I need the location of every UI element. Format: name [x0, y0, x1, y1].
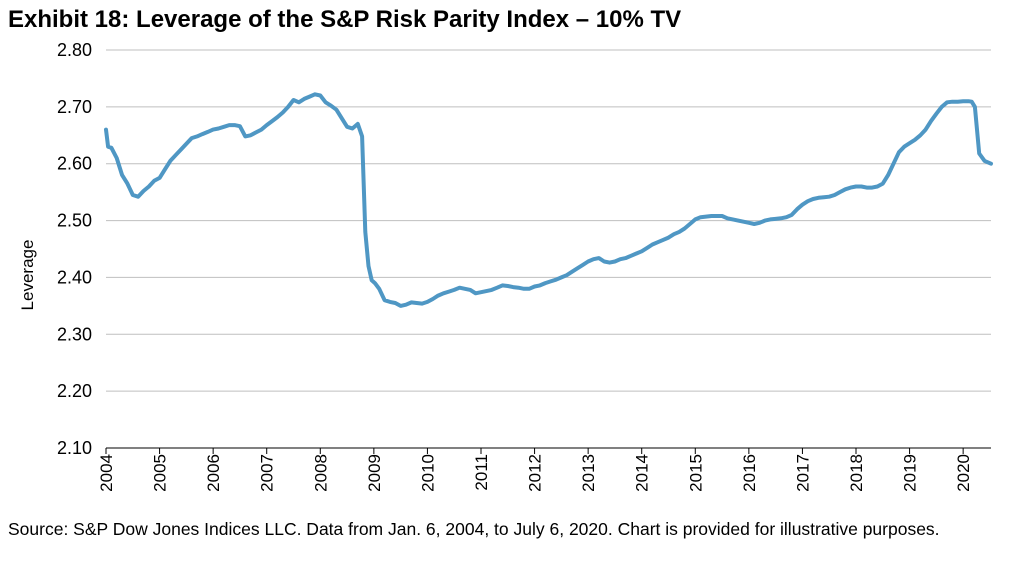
x-tick-label: 2013	[579, 454, 598, 492]
x-tick-label: 2015	[686, 454, 705, 492]
y-tick-label: 2.20	[57, 381, 92, 401]
y-tick-label: 2.70	[57, 97, 92, 117]
x-tick-label: 2016	[740, 454, 759, 492]
x-tick-label: 2008	[311, 454, 330, 492]
y-tick-label: 2.80	[57, 40, 92, 60]
x-tick-label: 2009	[365, 454, 384, 492]
x-tick-label: 2011	[472, 454, 491, 491]
x-tick-label: 2012	[526, 454, 545, 492]
chart-title: Exhibit 18: Leverage of the S&P Risk Par…	[8, 6, 682, 33]
x-tick-label: 2004	[97, 454, 116, 492]
x-axis	[105, 447, 991, 454]
x-tick-label: 2005	[151, 454, 170, 492]
x-tick-label: 2006	[204, 454, 223, 492]
y-tick-label: 2.30	[57, 324, 92, 344]
x-tick-label: 2010	[418, 454, 437, 492]
y-tick-label: 2.10	[57, 438, 92, 458]
leverage-series-line	[104, 92, 993, 308]
x-tick-label: 2014	[633, 454, 652, 492]
x-tick-label: 2020	[954, 454, 973, 492]
y-tick-label: 2.40	[57, 267, 92, 287]
x-tick-label: 2017	[793, 454, 812, 492]
x-tick-labels: 2004 2005 2006 2007 2008 2009 2010 2011 2012 2013…	[97, 454, 973, 492]
y-tick-label: 2.60	[57, 154, 92, 174]
y-tick-label: 2.50	[57, 211, 92, 231]
x-tick-label: 2019	[901, 454, 920, 492]
y-tick-labels: 2.10 2.20 2.30 2.40 2.50 2.60 2.70 2.80	[57, 40, 92, 458]
x-tick-label: 2018	[847, 454, 866, 492]
gridlines	[106, 49, 991, 449]
x-tick-label: 2007	[258, 454, 277, 492]
source-note: Source: S&P Dow Jones Indices LLC. Data …	[8, 519, 940, 539]
